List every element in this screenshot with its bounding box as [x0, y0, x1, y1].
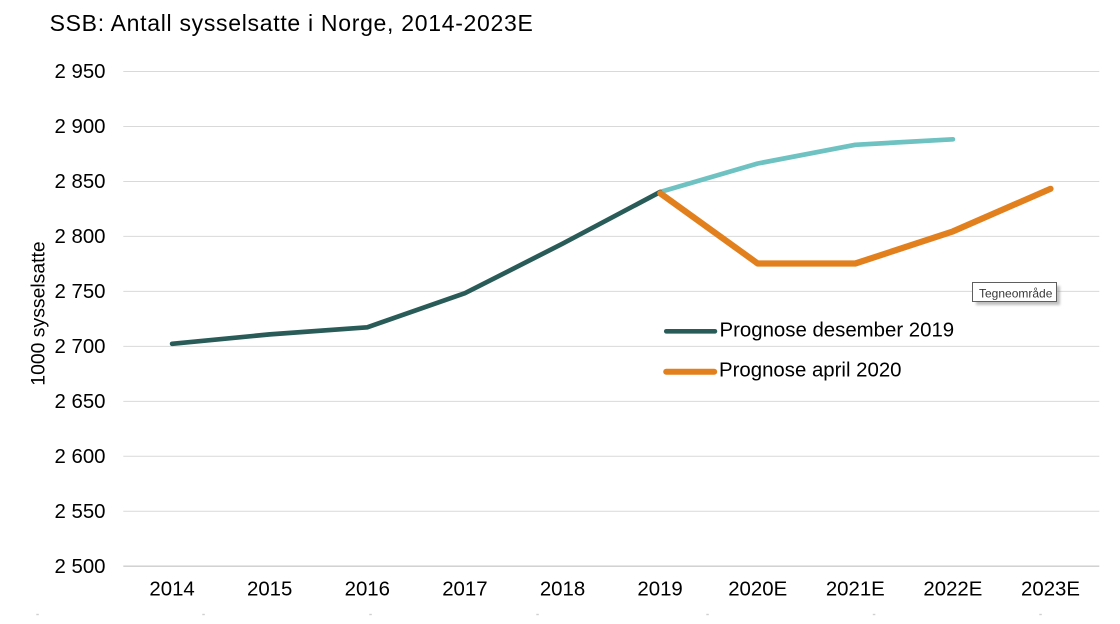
- svg-text:1000 sysselsatte: 1000 sysselsatte: [28, 241, 50, 385]
- svg-text:2017: 2017: [442, 579, 487, 601]
- svg-text:2019: 2019: [637, 579, 682, 601]
- svg-text:2 600: 2 600: [54, 446, 105, 468]
- svg-text:2 750: 2 750: [54, 281, 105, 303]
- svg-text:2022E: 2022E: [923, 579, 982, 601]
- svg-text:2015: 2015: [247, 579, 292, 601]
- svg-text:2014: 2014: [149, 579, 194, 601]
- svg-text:2 650: 2 650: [54, 391, 105, 413]
- svg-text:2020E: 2020E: [728, 579, 787, 601]
- svg-text:2018: 2018: [540, 579, 585, 601]
- svg-text:2 500: 2 500: [54, 556, 105, 578]
- svg-text:2 950: 2 950: [54, 61, 105, 83]
- svg-text:2 850: 2 850: [54, 171, 105, 193]
- svg-text:Prognose april 2020: Prognose april 2020: [719, 360, 902, 382]
- svg-text:2 800: 2 800: [54, 226, 105, 248]
- svg-text:2 550: 2 550: [54, 501, 105, 523]
- svg-text:2 700: 2 700: [54, 336, 105, 358]
- svg-text:Prognose desember 2019: Prognose desember 2019: [720, 319, 955, 341]
- svg-text:2016: 2016: [345, 579, 390, 601]
- svg-text:SSB: Antall sysselsatte i Norg: SSB: Antall sysselsatte i Norge, 2014-20…: [50, 10, 534, 36]
- svg-text:2023E: 2023E: [1021, 579, 1080, 601]
- svg-text:Tegneområde: Tegneområde: [979, 287, 1053, 301]
- svg-text:2021E: 2021E: [826, 579, 885, 601]
- svg-text:2 900: 2 900: [54, 116, 105, 138]
